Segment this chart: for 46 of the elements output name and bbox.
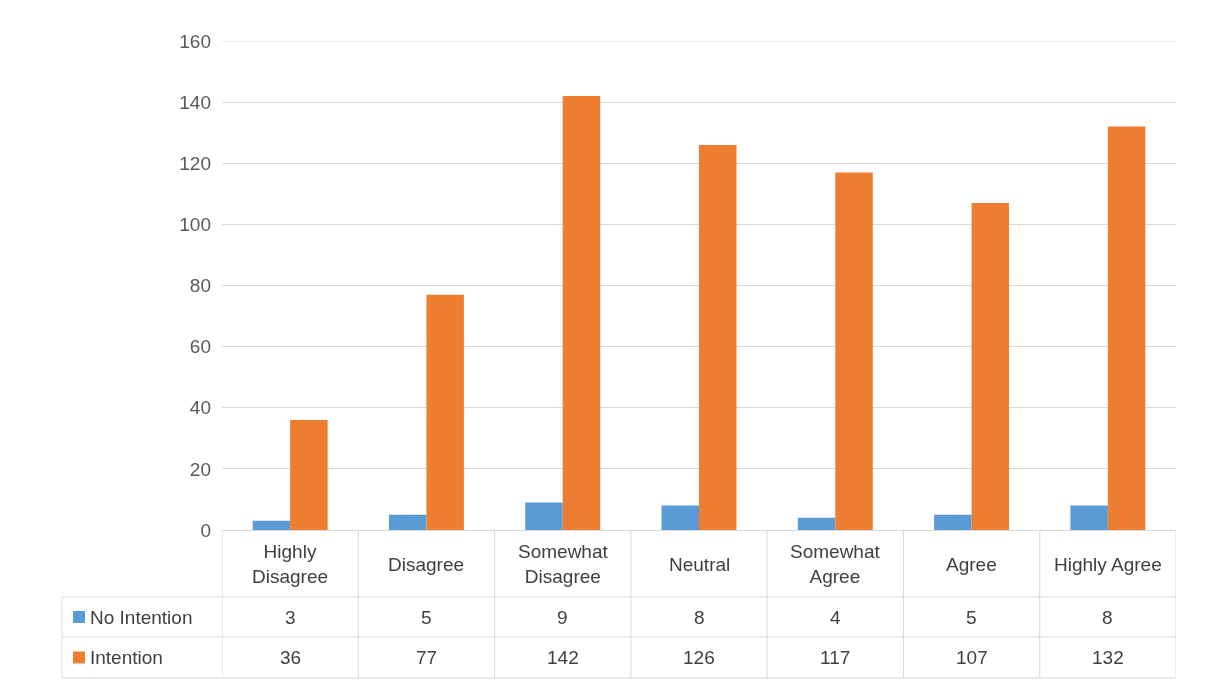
y-tick-label: 0 [200, 519, 211, 541]
bar [1070, 505, 1108, 530]
bar [252, 520, 291, 530]
bar [290, 419, 328, 530]
data-label: 5 [966, 607, 977, 628]
data-label: 77 [416, 647, 438, 668]
x-tick-label: Somewhat Disagree [518, 541, 609, 587]
bar [388, 514, 427, 530]
bar [835, 172, 873, 530]
bar [797, 517, 836, 530]
data-label: 8 [1102, 607, 1113, 628]
x-tick-label: Highly Disagree [252, 541, 329, 587]
bar [525, 502, 563, 530]
bar [971, 202, 1010, 530]
data-label: 8 [694, 607, 705, 628]
bar [661, 505, 699, 530]
data-label: 126 [683, 647, 715, 668]
y-tick-label: 20 [189, 458, 211, 480]
bar [562, 96, 601, 530]
data-label: 36 [280, 647, 302, 668]
bar [934, 514, 972, 530]
x-tick-label: Disagree [388, 554, 465, 575]
data-label: 142 [547, 647, 579, 668]
legend-label: Intention [90, 647, 163, 668]
bar [1107, 126, 1146, 530]
x-tick-label: Agree [946, 554, 997, 575]
y-tick-label: 40 [189, 397, 211, 419]
data-label: 4 [830, 607, 841, 628]
y-tick-label: 160 [179, 30, 211, 52]
data-label: 5 [421, 607, 432, 628]
data-label: 117 [820, 647, 851, 668]
data-label: 107 [956, 647, 988, 668]
data-label: 132 [1092, 647, 1124, 668]
y-tick-label: 60 [189, 336, 211, 358]
bar [699, 144, 737, 530]
legend-label: No Intention [90, 607, 193, 628]
y-tick-label: 140 [179, 91, 211, 113]
bar [426, 294, 464, 530]
x-tick-label: Highly Agree [1054, 554, 1162, 575]
x-tick-label: Neutral [669, 554, 731, 575]
y-tick-label: 80 [189, 275, 211, 297]
y-tick-label: 120 [179, 152, 211, 174]
data-label: 9 [557, 607, 568, 628]
data-label: 3 [285, 607, 296, 628]
x-tick-label: Somewhat Agree [790, 541, 881, 587]
y-tick-label: 100 [179, 214, 211, 236]
